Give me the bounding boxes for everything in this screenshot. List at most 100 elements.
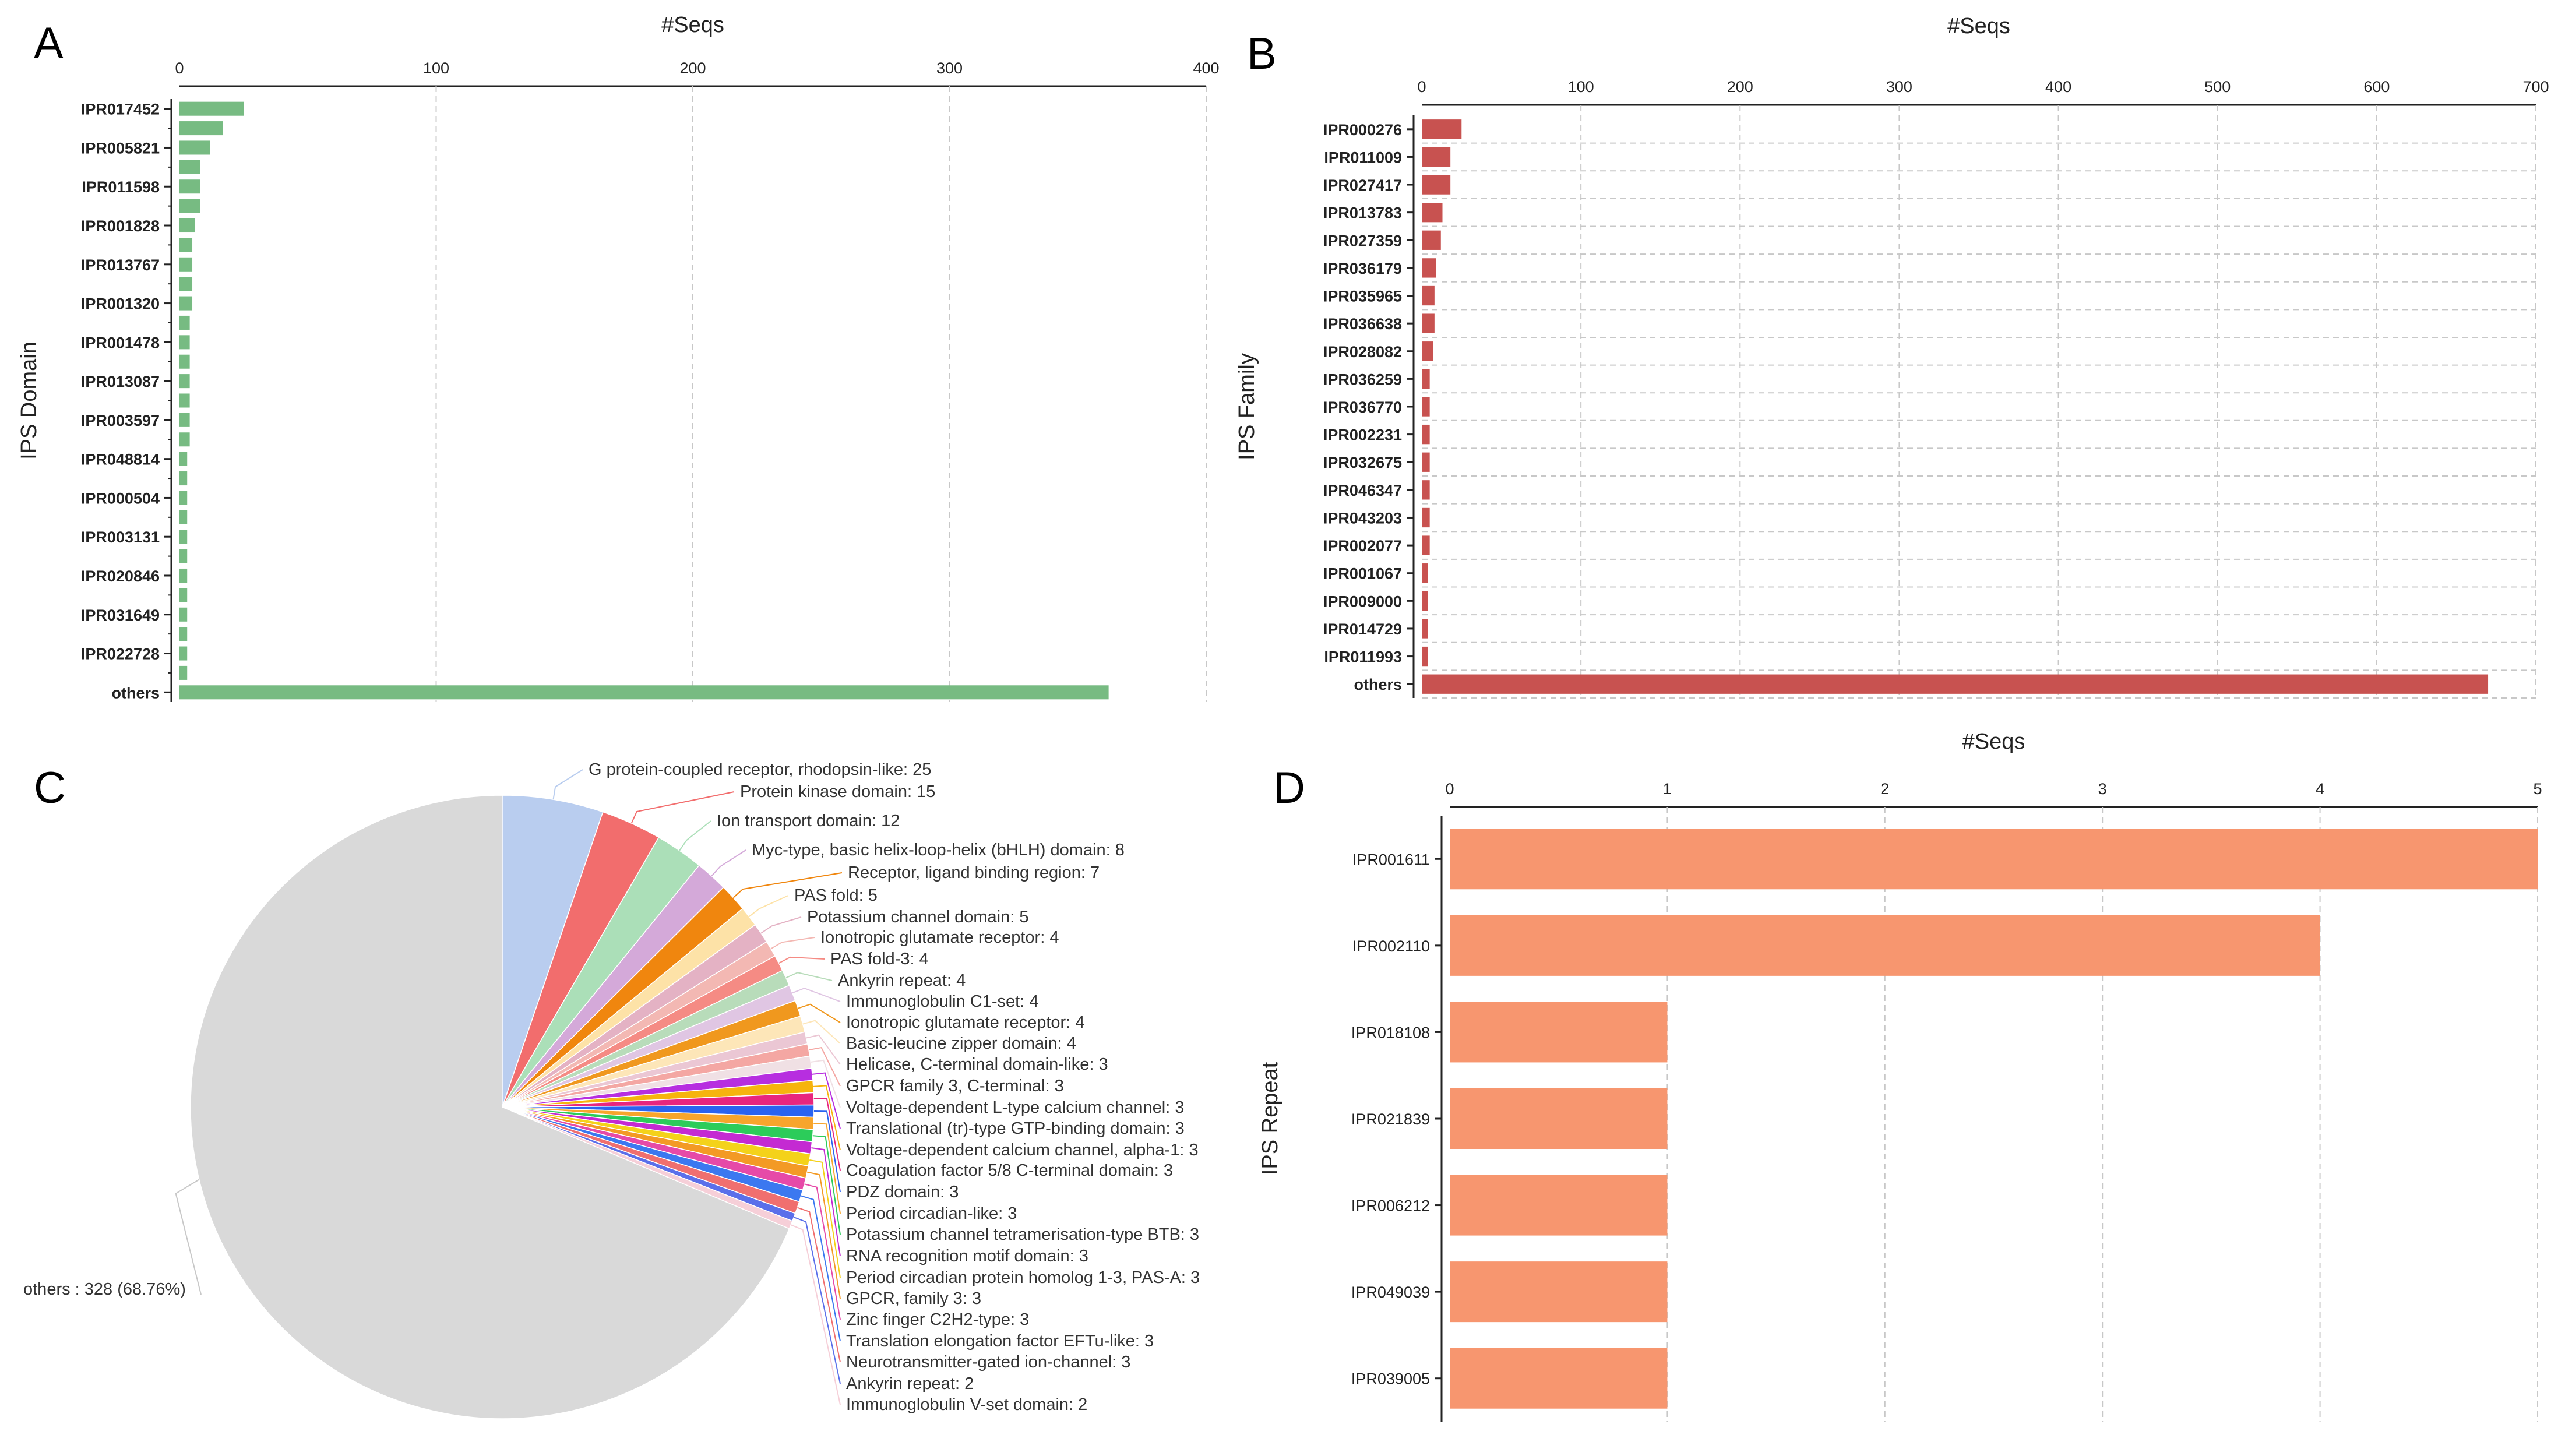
pie-leader-line	[813, 1123, 841, 1214]
pie-slice-label: Potassium channel tetramerisation-type B…	[846, 1225, 1199, 1244]
a-bar	[179, 277, 193, 291]
pie-slice-label: Translation elongation factor EFTu-like:…	[846, 1332, 1154, 1351]
a-category-label: IPR000504	[81, 489, 160, 507]
pie-slice-label: Protein kinase domain: 15	[740, 782, 935, 801]
a-bar	[179, 101, 244, 116]
a-bar	[179, 471, 188, 486]
b-category-label: IPR027359	[1323, 232, 1402, 249]
b-category-label: IPR000276	[1323, 121, 1402, 139]
b-bar	[1422, 369, 1430, 389]
pie-leader-line	[679, 820, 711, 851]
b-category-label: IPR036770	[1323, 399, 1402, 416]
pie-leader-line	[711, 849, 746, 877]
a-x-tick-label: 200	[679, 59, 706, 77]
b-bar	[1422, 563, 1428, 583]
pie-leader-line	[804, 1183, 841, 1320]
pie-leader-line	[806, 1034, 841, 1065]
pie-leader-line	[812, 1072, 841, 1129]
a-bar	[179, 607, 188, 622]
a-bar	[179, 335, 190, 350]
pie-leader-line	[811, 1059, 841, 1108]
b-x-axis-title: #Seqs	[1947, 14, 2010, 38]
pie-leader-line	[760, 916, 802, 934]
b-bar	[1422, 646, 1428, 667]
d-bar	[1450, 1348, 1668, 1409]
a-bar	[179, 627, 188, 641]
pie-slice-label: Period circadian-like: 3	[846, 1204, 1017, 1223]
chart-b-ips-family: #Seqs 0 100 200 300 400 500 600 700 IPS Family IPR…	[1235, 14, 2549, 699]
pie-others-label: others : 328 (68.76%)	[23, 1280, 186, 1299]
a-category-label: IPR005821	[81, 139, 160, 157]
b-x-tick-label: 200	[1727, 78, 1753, 96]
panel-letter-d: D	[1273, 763, 1305, 813]
b-category-label: IPR009000	[1323, 593, 1402, 610]
pie-slice	[502, 795, 604, 1108]
pie-leader-line	[792, 988, 841, 1002]
d-category-label: IPR006212	[1351, 1197, 1430, 1215]
b-x-tick-label: 300	[1886, 78, 1912, 96]
pie-slice-label: Voltage-dependent calcium channel, alpha…	[846, 1141, 1199, 1159]
b-bar	[1422, 341, 1433, 361]
a-category-label: others	[111, 684, 160, 701]
pie-slice-label: Neurotransmitter-gated ion-channel: 3	[846, 1353, 1130, 1372]
d-category-label: IPR001611	[1352, 851, 1430, 868]
d-x-tick-label: 4	[2316, 780, 2324, 798]
b-category-label: others	[1354, 676, 1402, 693]
b-category-label: IPR002077	[1323, 537, 1402, 555]
a-bar	[179, 588, 188, 602]
d-x-axis-title: #Seqs	[1962, 729, 2025, 754]
pie-leader-line	[807, 1171, 841, 1299]
a-category-label: IPR001828	[81, 217, 160, 235]
a-bar	[179, 646, 188, 661]
pie-slice-label: Coagulation factor 5/8 C-terminal domain…	[846, 1161, 1173, 1180]
a-bar	[179, 685, 1109, 700]
a-category-label: IPR022728	[81, 646, 160, 663]
pie-leader-line	[802, 1020, 841, 1044]
pie-leader-line	[801, 1195, 841, 1342]
d-bar	[1450, 829, 2538, 890]
a-bar	[179, 140, 210, 155]
pie-leader-line	[630, 791, 735, 824]
b-category-label: IPR001067	[1323, 565, 1402, 583]
b-bar	[1422, 535, 1430, 555]
a-category-label: IPR003131	[81, 528, 160, 546]
b-bar	[1422, 203, 1443, 223]
b-bar	[1422, 258, 1436, 278]
a-category-label: IPR031649	[81, 607, 160, 624]
b-bar	[1422, 480, 1430, 500]
b-category-label: IPR036638	[1323, 315, 1402, 333]
b-category-label: IPR036179	[1323, 260, 1402, 277]
pie-leader-line	[732, 872, 843, 898]
a-x-tick-label: 100	[423, 59, 449, 77]
b-bar	[1422, 119, 1462, 139]
b-bar	[1422, 397, 1430, 417]
pie-slice-label: PDZ domain: 3	[846, 1183, 959, 1201]
a-bar	[179, 160, 200, 174]
pie-slice-label: Basic-leucine zipper domain: 4	[846, 1034, 1076, 1053]
pie-leader-line	[778, 956, 825, 964]
d-category-label: IPR018108	[1351, 1024, 1430, 1041]
chart-d-ips-repeat: #Seqs 0 1 2 3 4 5 IPS Repeat IPR001611 IPR002110 I…	[1258, 729, 2542, 1422]
pie-slice-label: PAS fold: 5	[794, 886, 878, 905]
pie-slice-label: Translational (tr)-type GTP-binding doma…	[846, 1119, 1185, 1138]
b-bar	[1422, 452, 1430, 472]
pie-slice-label: G protein-coupled receptor, rhodopsin-li…	[589, 760, 931, 779]
d-x-tick-label: 1	[1663, 780, 1672, 798]
a-x-tick-label: 0	[175, 59, 184, 77]
pie-slice-label: Potassium channel domain: 5	[807, 908, 1028, 926]
b-x-tick-label: 400	[2045, 78, 2071, 96]
a-bar	[179, 568, 188, 583]
a-bar	[179, 549, 188, 563]
pie-leader-line	[770, 937, 815, 950]
a-bar	[179, 218, 195, 233]
a-bar	[179, 491, 188, 505]
a-bar	[179, 238, 193, 252]
pie-slice-label: PAS fold-3: 4	[830, 950, 929, 968]
b-bar	[1422, 507, 1430, 528]
pie-leader-line	[748, 895, 789, 917]
chart-a-ips-domain: #Seqs 0 100 200 300 400 IPS Domain IPR017452 IPR…	[17, 13, 1220, 702]
b-bar	[1422, 313, 1435, 333]
a-bar	[179, 199, 200, 213]
a-category-label: IPR001478	[81, 334, 160, 351]
d-bar	[1450, 1002, 1668, 1063]
